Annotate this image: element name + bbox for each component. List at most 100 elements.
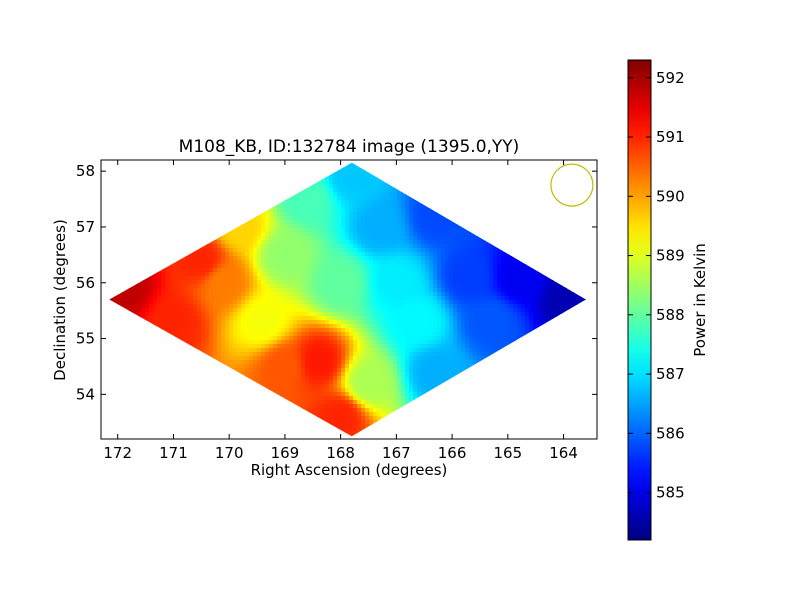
heatmap-cell: [269, 272, 274, 277]
heatmap-cell: [429, 208, 434, 213]
heatmap-cell: [257, 256, 262, 261]
heatmap-cell: [245, 268, 250, 273]
heatmap-cell: [333, 240, 338, 245]
heatmap-cell: [353, 280, 358, 285]
heatmap-cell: [321, 196, 326, 201]
heatmap-cell: [389, 224, 394, 229]
heatmap-cell: [193, 320, 198, 325]
heatmap-cell: [369, 224, 374, 229]
heatmap-cell: [445, 240, 450, 245]
heatmap-cell: [369, 200, 374, 205]
heatmap-cell: [353, 176, 358, 181]
heatmap-cell: [389, 308, 394, 313]
heatmap-cell: [249, 240, 254, 245]
heatmap-cell: [501, 308, 506, 313]
heatmap-cell: [497, 284, 502, 289]
heatmap-cell: [197, 300, 202, 305]
heatmap-cell: [313, 296, 318, 301]
heatmap-cell: [437, 284, 442, 289]
heatmap-cell: [481, 316, 486, 321]
heatmap-cell: [305, 264, 310, 269]
heatmap-cell: [381, 256, 386, 261]
heatmap-cell: [149, 284, 154, 289]
heatmap-cell: [165, 320, 170, 325]
heatmap-cell: [293, 216, 298, 221]
heatmap-cell: [461, 304, 466, 309]
heatmap-cell: [305, 256, 310, 261]
heatmap-cell: [433, 312, 438, 317]
heatmap-cell: [289, 220, 294, 225]
heatmap-cell: [409, 284, 414, 289]
heatmap-cell: [305, 212, 310, 217]
heatmap-cell: [241, 260, 246, 265]
heatmap-cell: [393, 240, 398, 245]
heatmap-cell: [297, 284, 302, 289]
heatmap-cell: [353, 188, 358, 193]
heatmap-cell: [417, 252, 422, 257]
heatmap-cell: [305, 304, 310, 309]
heatmap-cell: [193, 260, 198, 265]
heatmap-cell: [413, 268, 418, 273]
heatmap-cell: [465, 256, 470, 261]
heatmap-cell: [397, 236, 402, 241]
heatmap-cell: [413, 304, 418, 309]
heatmap-cell: [513, 308, 518, 313]
heatmap-cell: [209, 284, 214, 289]
heatmap-cell: [201, 260, 206, 265]
heatmap-cell: [385, 228, 390, 233]
heatmap-cell: [345, 232, 350, 237]
heatmap-cell: [337, 316, 342, 321]
heatmap-cell: [333, 244, 338, 249]
heatmap-cell: [537, 300, 542, 305]
heatmap-cell: [233, 240, 238, 245]
heatmap-cell: [421, 208, 426, 213]
heatmap-cell: [245, 276, 250, 281]
heatmap-cell: [369, 276, 374, 281]
heatmap-cell: [441, 272, 446, 277]
heatmap-cell: [285, 268, 290, 273]
heatmap-cell: [233, 288, 238, 293]
heatmap-cell: [373, 312, 378, 317]
heatmap-cell: [269, 308, 274, 313]
heatmap-cell: [493, 316, 498, 321]
heatmap-cell: [269, 284, 274, 289]
heatmap-cell: [325, 312, 330, 317]
heatmap-cell: [241, 252, 246, 257]
heatmap-cell: [337, 216, 342, 221]
heatmap-cell: [157, 316, 162, 321]
heatmap-cell: [533, 296, 538, 301]
heatmap-cell: [157, 272, 162, 277]
heatmap-cell: [333, 256, 338, 261]
heatmap-cell: [529, 316, 534, 321]
heatmap-cell: [445, 272, 450, 277]
heatmap-cell: [533, 288, 538, 293]
heatmap-cell: [177, 292, 182, 297]
heatmap-cell: [461, 276, 466, 281]
heatmap-cell: [465, 232, 470, 237]
heatmap-cell: [553, 312, 558, 317]
heatmap-cell: [341, 240, 346, 245]
heatmap-cell: [217, 264, 222, 269]
heatmap-cell: [329, 296, 334, 301]
heatmap-cell: [273, 264, 278, 269]
heatmap-cell: [317, 296, 322, 301]
heatmap-cell: [309, 188, 314, 193]
heatmap-cell: [161, 304, 166, 309]
heatmap-cell: [313, 208, 318, 213]
heatmap-cell: [505, 264, 510, 269]
heatmap-cell: [261, 240, 266, 245]
heatmap-cell: [273, 312, 278, 317]
heatmap-cell: [325, 244, 330, 249]
heatmap-cell: [313, 304, 318, 309]
heatmap-cell: [353, 196, 358, 201]
heatmap-cell: [409, 280, 414, 285]
heatmap-cell: [153, 312, 158, 317]
heatmap-cell: [413, 252, 418, 257]
heatmap-cell: [353, 172, 358, 177]
heatmap-cell: [301, 216, 306, 221]
heatmap-cell: [121, 300, 126, 305]
heatmap-cell: [369, 244, 374, 249]
heatmap-cell: [537, 308, 542, 313]
heatmap-cell: [373, 228, 378, 233]
heatmap-cell: [357, 208, 362, 213]
